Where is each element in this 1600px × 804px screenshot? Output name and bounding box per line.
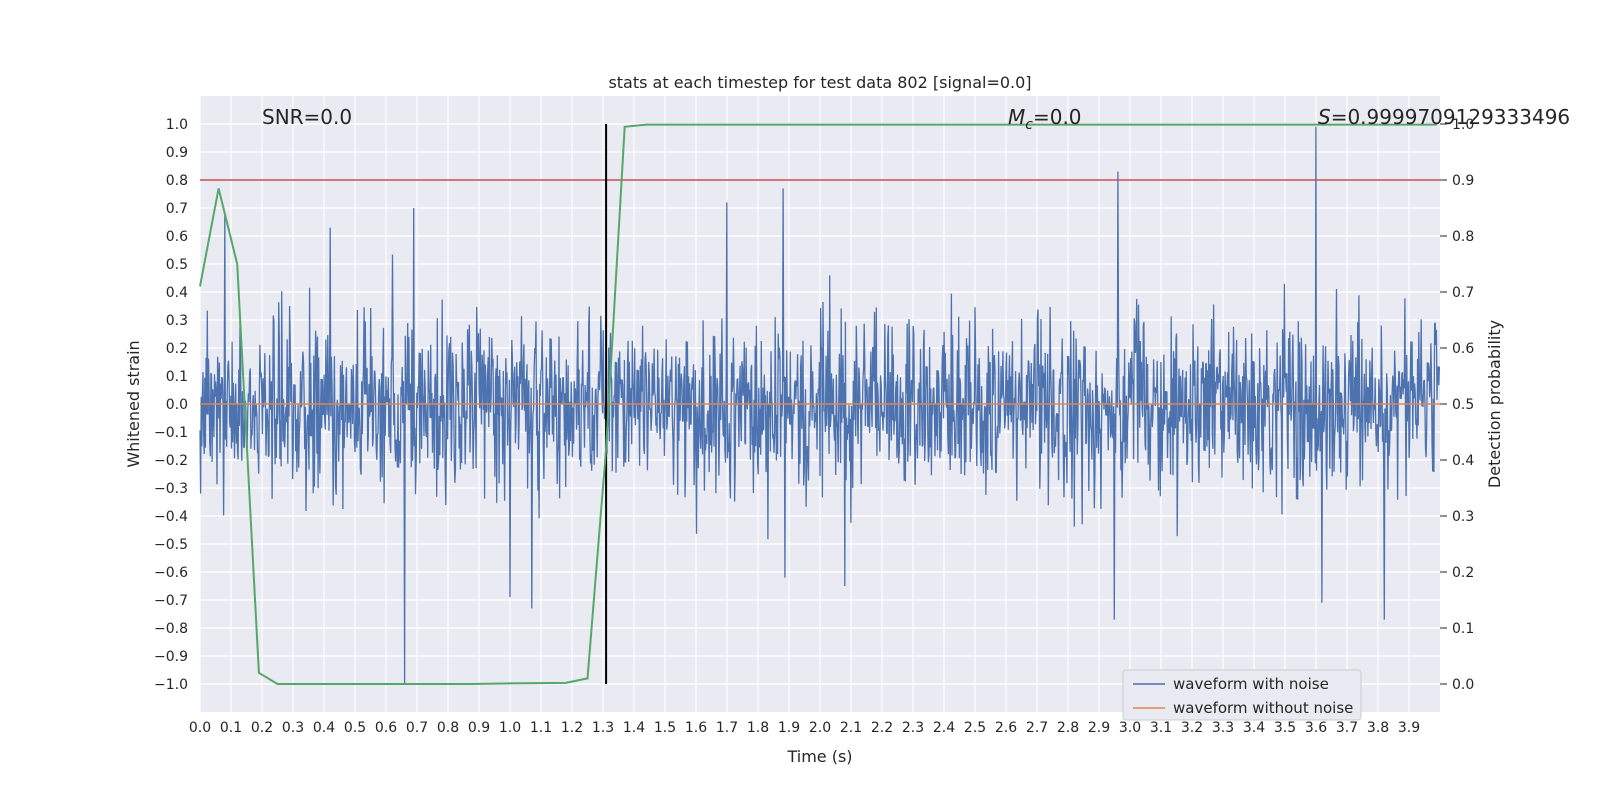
y-tick-label: 0.8	[166, 173, 188, 189]
x-axis-label: Time (s)	[786, 747, 852, 766]
mc-annotation: Mc=0.0	[1008, 105, 1082, 133]
x-tick-label: 0.2	[251, 720, 273, 736]
x-tick-label: 3.9	[1398, 720, 1420, 736]
x-tick-label: 2.8	[1057, 720, 1079, 736]
y-tick-labels: −1.0 −0.9 −0.8 −0.7 −0.6 −0.5 −0.4 −0.3 −0.2 −0.1…	[154, 117, 188, 693]
series-detection-probability	[199, 123, 1437, 685]
x-tick-label: 0.6	[375, 720, 397, 736]
y-tick-label: −0.8	[154, 621, 188, 637]
y-tick-label: −1.0	[154, 677, 188, 693]
snr-annotation: SNR=0.0	[262, 105, 352, 129]
y-tick-label: 0.7	[166, 201, 188, 217]
data-layer	[199, 123, 1441, 685]
legend-label-noise: waveform with noise	[1173, 675, 1329, 693]
x-tick-label: 3.0	[1119, 720, 1141, 736]
y2-tick-label: 0.8	[1452, 229, 1474, 245]
y-tick-label: 0.4	[166, 285, 188, 301]
y2-tick-label: 1.0	[1452, 117, 1474, 133]
x-tick-label: 2.7	[1026, 720, 1048, 736]
s-value: =0.9999709129333496	[1331, 105, 1570, 129]
x-tick-label: 2.0	[809, 720, 831, 736]
x-tick-label: 3.4	[1243, 720, 1265, 736]
x-tick-label: 3.5	[1274, 720, 1296, 736]
y2-tick-label: 0.7	[1452, 285, 1474, 301]
y-tick-label: −0.3	[154, 481, 188, 497]
x-tick-label: 2.3	[902, 720, 924, 736]
x-tick-label: 0.9	[468, 720, 490, 736]
y2-tick-label: 0.0	[1452, 677, 1474, 693]
series-waveform-with-noise	[199, 126, 1441, 685]
y-axis-label: Whitened strain	[124, 340, 143, 467]
y-tick-label: 1.0	[166, 117, 188, 133]
x-tick-labels: 0.0 0.1 0.2 0.3 0.4 0.5 0.6 0.7 0.8 0.9 1.0 1.1 1.2 1…	[189, 720, 1420, 736]
x-tick-label: 2.2	[871, 720, 893, 736]
y2-tick-label: 0.2	[1452, 565, 1474, 581]
legend: waveform with noise waveform without noi…	[1122, 669, 1362, 721]
y-tick-label: −0.9	[154, 649, 188, 665]
x-tick-label: 0.5	[344, 720, 366, 736]
x-tick-label: 0.7	[406, 720, 428, 736]
y-tick-label: −0.4	[154, 509, 188, 525]
y-tick-label: −0.5	[154, 537, 188, 553]
y2-tick-labels: 0.0 0.1 0.2 0.3 0.4 0.5 0.6 0.7 0.8 0.9 1.0	[1440, 117, 1474, 693]
x-tick-label: 1.3	[592, 720, 614, 736]
y2-axis-label: Detection probability	[1485, 320, 1504, 488]
x-tick-label: 1.9	[778, 720, 800, 736]
x-tick-label: 0.3	[282, 720, 304, 736]
x-tick-label: 2.1	[840, 720, 862, 736]
x-tick-label: 3.6	[1305, 720, 1327, 736]
s-symbol: S	[1318, 105, 1331, 129]
y2-tick-label: 0.5	[1452, 397, 1474, 413]
legend-label-clean: waveform without noise	[1173, 699, 1353, 717]
x-tick-label: 2.9	[1088, 720, 1110, 736]
y-tick-label: 0.6	[166, 229, 188, 245]
x-tick-label: 1.5	[654, 720, 676, 736]
x-tick-label: 2.6	[995, 720, 1017, 736]
mc-subscript: c	[1025, 117, 1033, 133]
x-tick-label: 1.7	[716, 720, 738, 736]
x-tick-label: 1.8	[747, 720, 769, 736]
x-tick-label: 1.0	[499, 720, 521, 736]
x-tick-label: 1.4	[623, 720, 645, 736]
x-tick-label: 0.8	[437, 720, 459, 736]
y-tick-label: 0.1	[166, 369, 188, 385]
y2-tick-label: 0.9	[1452, 173, 1474, 189]
legend-box	[1122, 669, 1362, 721]
x-tick-label: 2.4	[933, 720, 955, 736]
y2-tick-label: 0.3	[1452, 509, 1474, 525]
x-tick-label: 2.5	[964, 720, 986, 736]
s-annotation: S=0.9999709129333496	[1318, 105, 1570, 129]
mc-symbol: M	[1008, 105, 1025, 129]
x-tick-label: 0.0	[189, 720, 211, 736]
x-tick-label: 0.4	[313, 720, 335, 736]
y-tick-label: 0.5	[166, 257, 188, 273]
y-tick-label: −0.7	[154, 593, 188, 609]
y-tick-label: −0.1	[154, 425, 188, 441]
y-tick-label: 0.3	[166, 313, 188, 329]
x-tick-label: 1.2	[561, 720, 583, 736]
x-tick-label: 3.1	[1150, 720, 1172, 736]
x-tick-label: 3.2	[1181, 720, 1203, 736]
chart-title: stats at each timestep for test data 802…	[608, 73, 1031, 92]
x-tick-label: 1.1	[530, 720, 552, 736]
x-tick-label: 3.8	[1367, 720, 1389, 736]
y2-tick-label: 0.4	[1452, 453, 1474, 469]
x-tick-label: 3.3	[1212, 720, 1234, 736]
y-tick-label: 0.2	[166, 341, 188, 357]
y2-tick-label: 0.1	[1452, 621, 1474, 637]
y2-tick-label: 0.6	[1452, 341, 1474, 357]
mc-value: =0.0	[1033, 105, 1082, 129]
y-tick-label: 0.0	[166, 397, 188, 413]
x-tick-label: 3.7	[1336, 720, 1358, 736]
y-tick-label: 0.9	[166, 145, 188, 161]
x-tick-label: 0.1	[220, 720, 242, 736]
y-tick-label: −0.2	[154, 453, 188, 469]
x-tick-label: 1.6	[685, 720, 707, 736]
y-tick-label: −0.6	[154, 565, 188, 581]
